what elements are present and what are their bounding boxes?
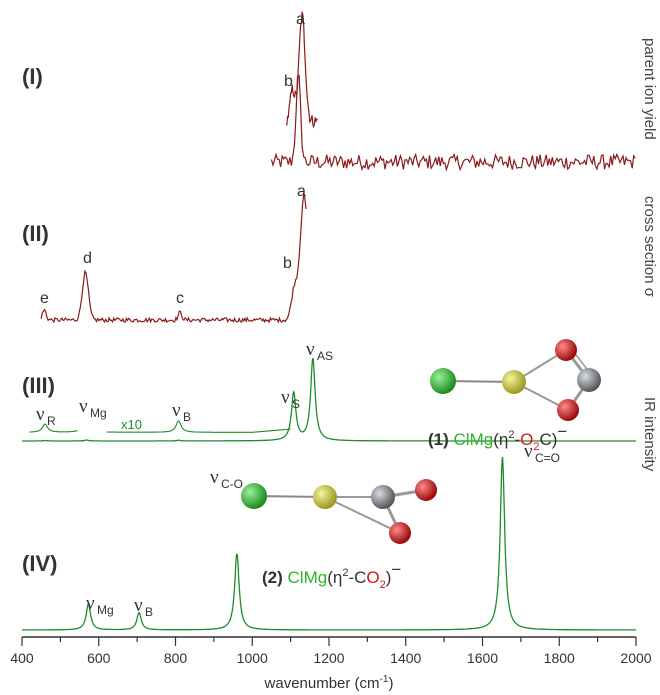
- magnesium-atom: [502, 370, 526, 394]
- side-label-ir-intensity: IR intensity: [641, 397, 658, 472]
- mode-label-4-nu-co: ν C-O: [210, 467, 243, 491]
- x-axis-title: wavenumber (cm-1): [264, 674, 394, 692]
- mode-label-3-nu-r: ν R: [36, 404, 56, 428]
- svg-text:B: B: [183, 410, 191, 424]
- peak-label-2a: a: [297, 183, 306, 200]
- x-tick-label: 1800: [544, 650, 575, 666]
- molecule-1-formula: (1) ClMg(η2-O2C)−: [428, 422, 567, 453]
- panel-3-trace-x10-2: [106, 420, 291, 433]
- panel-2-trace: [40, 194, 307, 324]
- mode-label-4-nu-b: ν B: [134, 595, 153, 619]
- svg-text:ν: ν: [524, 441, 533, 462]
- x-tick-label: 1400: [390, 650, 421, 666]
- svg-text:ν: ν: [281, 387, 290, 408]
- svg-text:ν: ν: [79, 396, 88, 417]
- chlorine-atom: [241, 483, 267, 509]
- panel-1-trace-zoom: [286, 11, 318, 129]
- panel-1-trace-full: [270, 74, 636, 172]
- mode-label-3-nu-s: ν S: [281, 387, 300, 411]
- panel-label-1: (I): [22, 64, 43, 89]
- x-axis-ticks: 400 600 800 1000 1200 1400 1600 1800 2000: [10, 637, 652, 666]
- magnesium-atom: [313, 485, 337, 509]
- panel-label-4: (IV): [22, 551, 57, 576]
- panel-label-2: (II): [22, 221, 49, 246]
- spectra-traces: [22, 11, 636, 631]
- svg-text:ν: ν: [36, 404, 45, 425]
- chlorine-atom: [430, 368, 456, 394]
- peak-label-2b: b: [283, 255, 292, 272]
- svg-text:Mg: Mg: [97, 603, 114, 617]
- molecule-2-model: [241, 479, 437, 544]
- peak-label-2e: e: [40, 290, 49, 307]
- svg-text:ν: ν: [86, 593, 95, 614]
- svg-text:S: S: [292, 397, 300, 411]
- x-tick-label: 2000: [620, 650, 651, 666]
- oxygen-atom: [555, 339, 577, 361]
- x-tick-label: 1600: [467, 650, 498, 666]
- panel-3-trace: [22, 357, 636, 442]
- panel-3-trace-x10-1: [29, 423, 78, 433]
- svg-text:ν: ν: [172, 400, 181, 421]
- svg-text:ν: ν: [306, 339, 315, 360]
- oxygen-atom: [389, 522, 411, 544]
- svg-text:C-O: C-O: [221, 477, 243, 491]
- peak-label-2d: d: [83, 250, 92, 267]
- svg-text:R: R: [47, 414, 56, 428]
- svg-text:ν: ν: [210, 467, 219, 488]
- peak-label-2c: c: [176, 290, 184, 307]
- svg-text:AS: AS: [317, 349, 333, 363]
- mode-label-4-nu-mg: ν Mg: [86, 593, 114, 617]
- x-tick-label: 1000: [237, 650, 268, 666]
- oxygen-atom: [557, 399, 579, 421]
- oxygen-atom: [415, 479, 437, 501]
- mode-label-3-nu-as: ν AS: [306, 339, 333, 363]
- molecule-2-formula: (2) ClMg(η2-CO2)−: [262, 560, 401, 591]
- mode-label-4-nu-cdo: ν C=O: [524, 441, 560, 465]
- svg-text:C=O: C=O: [535, 451, 560, 465]
- x-tick-label: 1200: [313, 650, 344, 666]
- carbon-atom: [371, 485, 395, 509]
- side-label-cross-section: cross section σ: [641, 196, 658, 298]
- x-tick-label: 800: [164, 650, 188, 666]
- molecule-1-model: [430, 339, 601, 421]
- svg-text:Mg: Mg: [90, 406, 107, 420]
- panel-label-3: (III): [22, 373, 55, 398]
- mode-label-3-nu-mg: ν Mg: [79, 396, 107, 420]
- side-label-parent-ion-yield: parent ion yield: [641, 38, 658, 140]
- peak-label-1b: b: [284, 73, 293, 90]
- x-tick-label: 600: [87, 650, 111, 666]
- carbon-atom: [577, 368, 601, 392]
- x-tick-label: 400: [10, 650, 34, 666]
- scale-note-x10: x10: [121, 417, 142, 432]
- svg-text:B: B: [145, 605, 153, 619]
- mode-label-3-nu-b: ν B: [172, 400, 191, 424]
- svg-text:ν: ν: [134, 595, 143, 616]
- peak-label-1a: a: [296, 11, 305, 28]
- panel-4-trace: [22, 456, 636, 631]
